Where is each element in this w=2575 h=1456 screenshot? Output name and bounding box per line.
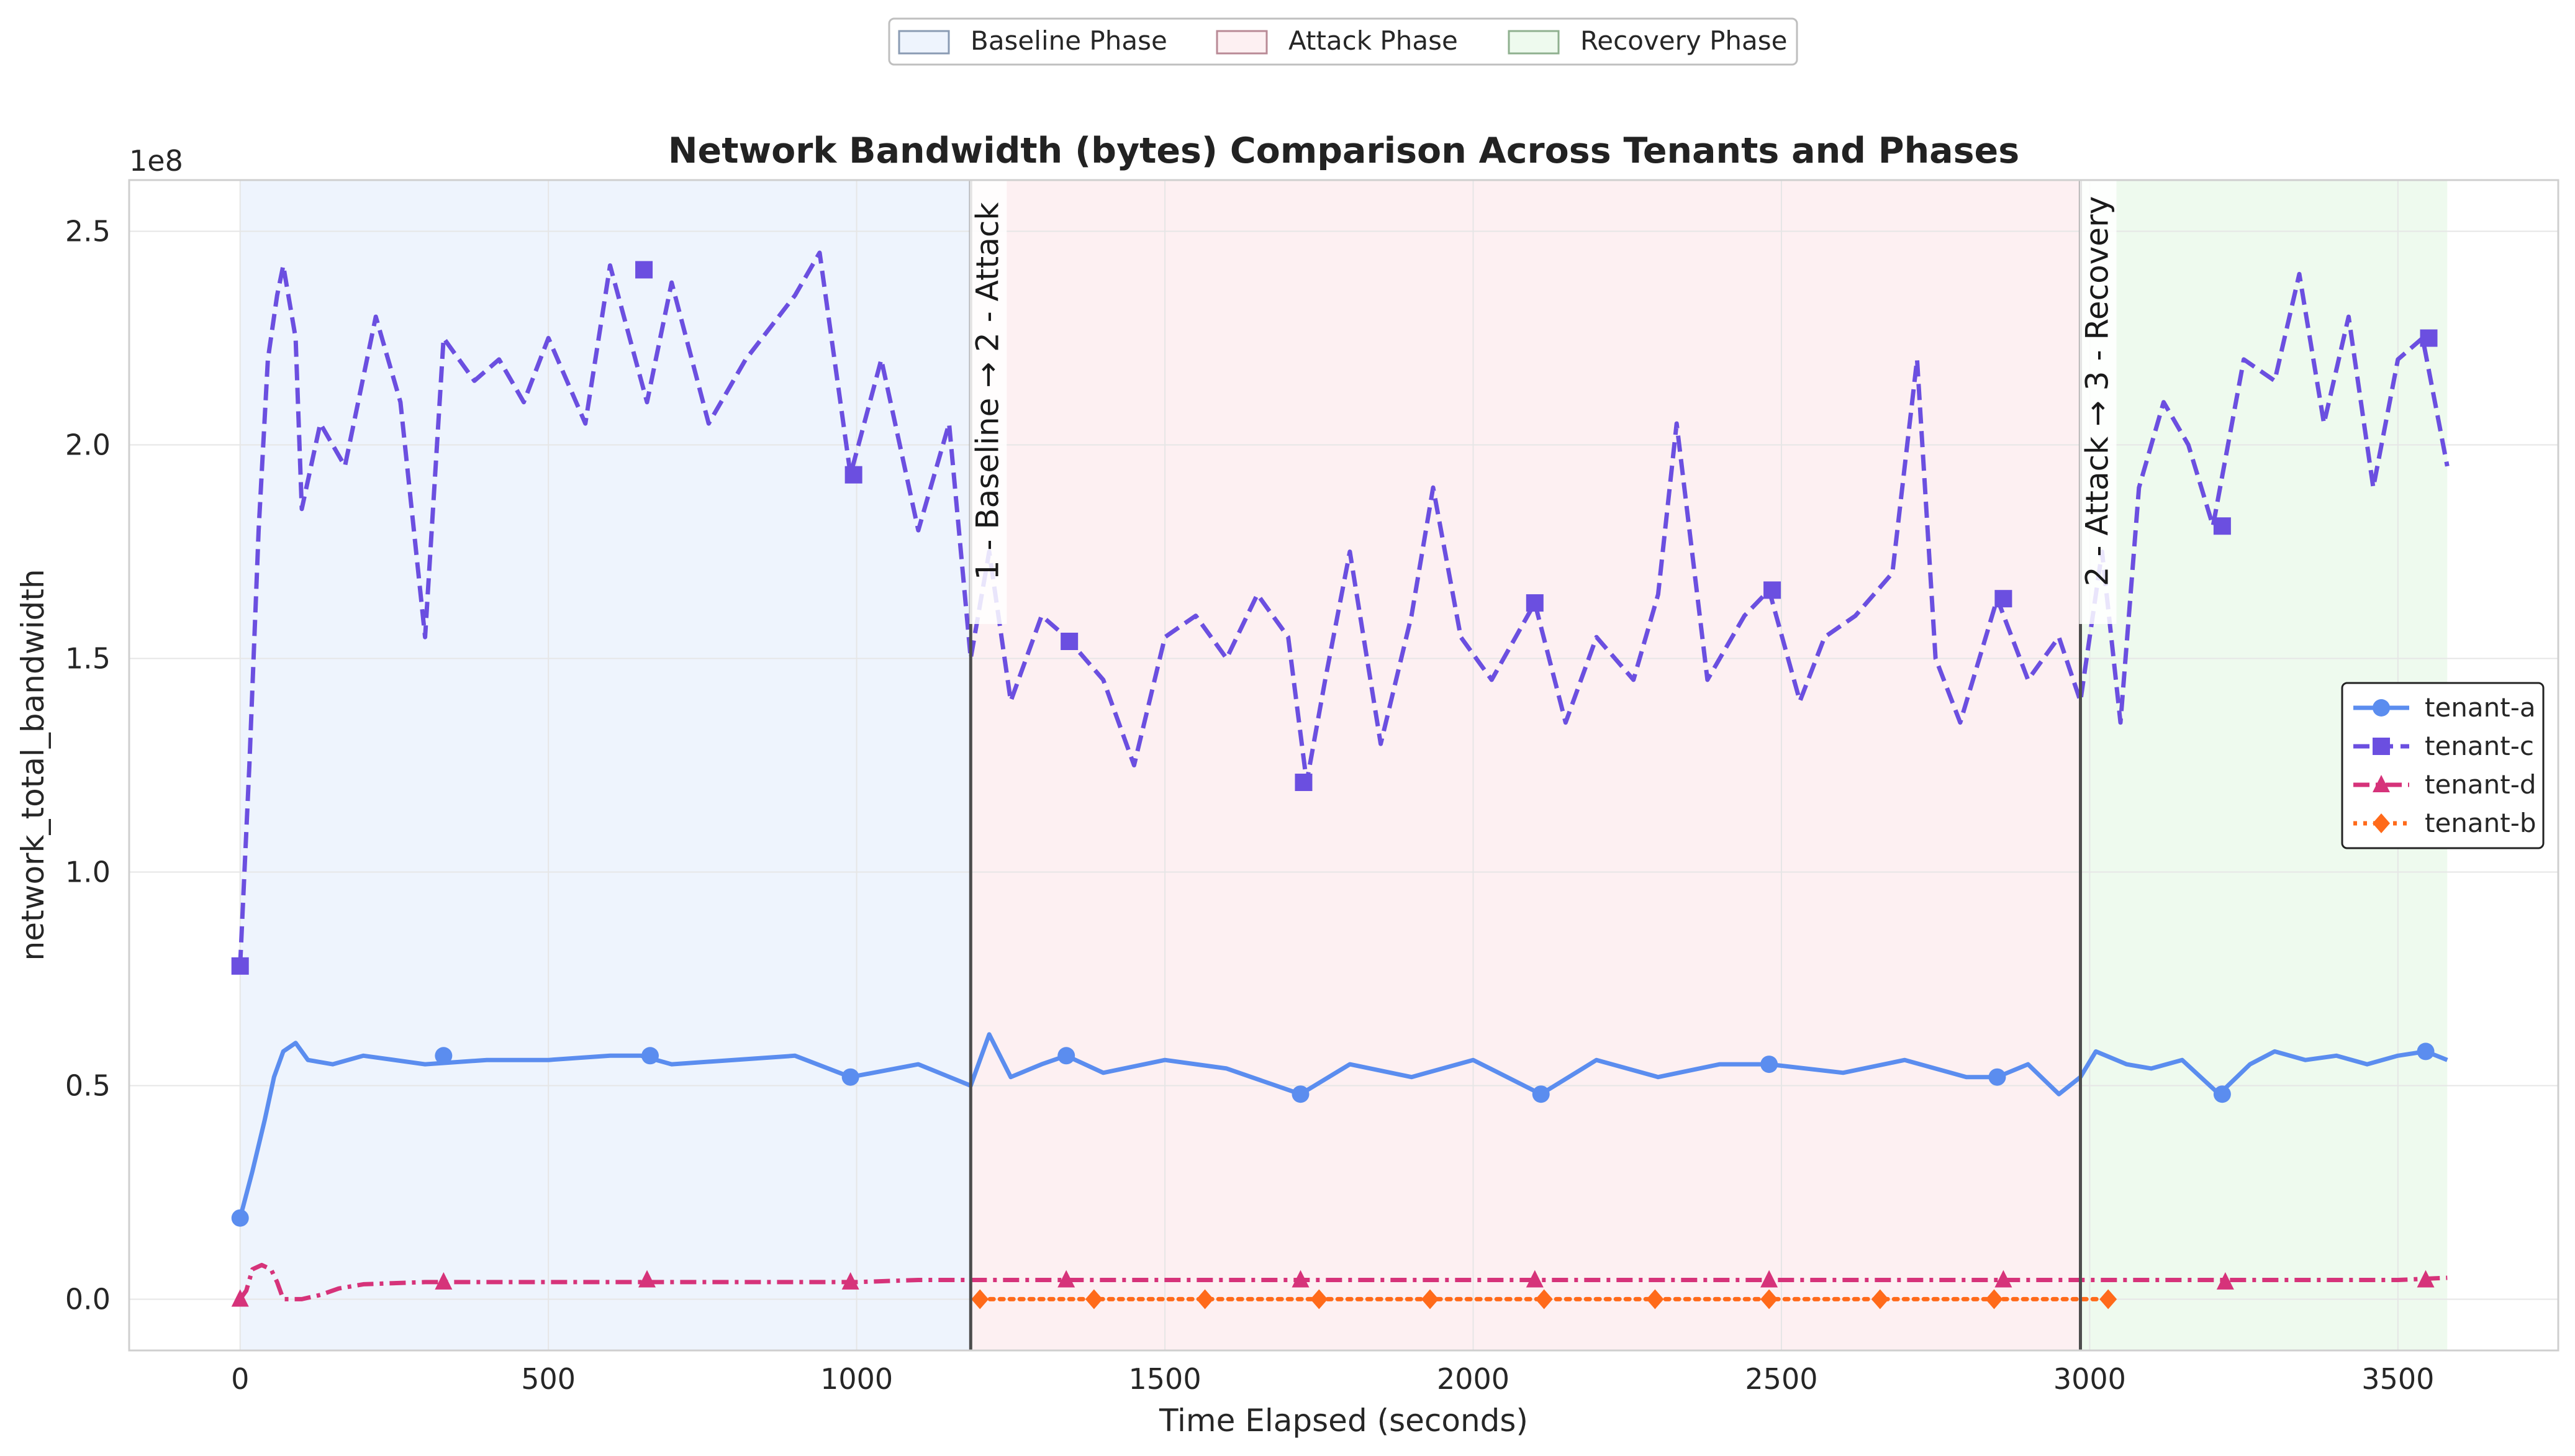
series-marker-tenant-d — [2216, 1272, 2234, 1290]
transition-label: 2 - Attack → 3 - Recovery — [2079, 196, 2116, 586]
series-marker-tenant-d — [1057, 1270, 1075, 1288]
series-marker-tenant-c — [231, 957, 249, 975]
transition-label-bg — [969, 158, 1007, 624]
series-marker-tenant-c — [2420, 329, 2438, 347]
series-marker-tenant-a — [2213, 1085, 2231, 1103]
y-tick-label: 1.0 — [65, 855, 111, 889]
series-marker-tenant-d — [1760, 1270, 1778, 1288]
phase-legend-frame — [888, 17, 1798, 66]
series-marker-tenant-c — [1994, 590, 2012, 608]
chart-title: Network Bandwidth (bytes) Comparison Acr… — [668, 130, 2019, 171]
series-legend-marker — [2373, 738, 2390, 755]
y-offset-label: 1e8 — [129, 144, 183, 178]
series-marker-tenant-a — [231, 1209, 249, 1227]
transition-label-bg — [2079, 158, 2117, 624]
series-legend: tenant-a tenant-c tenant-d tenant-b — [2341, 682, 2545, 849]
series-marker-tenant-b — [1760, 1289, 1778, 1309]
plot-frame — [128, 179, 2559, 1352]
x-tick-label: 3500 — [2361, 1362, 2434, 1396]
series-marker-tenant-a — [435, 1047, 453, 1065]
x-tick-label: 500 — [521, 1362, 576, 1396]
phase-legend-swatch — [898, 30, 950, 55]
series-marker-tenant-d — [231, 1289, 249, 1307]
series-marker-tenant-b — [1646, 1289, 1664, 1309]
series-marker-tenant-c — [635, 261, 653, 279]
phase-legend-label: Recovery Phase — [1580, 25, 1788, 56]
series-marker-tenant-a — [2417, 1042, 2435, 1060]
series-marker-tenant-a — [1532, 1085, 1550, 1103]
series-marker-tenant-d — [638, 1270, 656, 1288]
series-legend-frame — [2341, 682, 2545, 849]
series-marker-tenant-a — [1988, 1068, 2006, 1086]
y-axis-ticks: 0.0 0.5 1.0 1.5 2.0 2.5 — [65, 215, 111, 1316]
series-marker-tenant-d — [841, 1272, 859, 1290]
transition-label: 1 - Baseline → 2 - Attack — [969, 202, 1005, 581]
series-marker-tenant-d — [2417, 1270, 2435, 1288]
x-tick-label: 1500 — [1129, 1362, 1202, 1396]
series-marker-tenant-b — [2099, 1289, 2117, 1309]
series-marker-tenant-b — [1196, 1289, 1214, 1309]
phase-transitions: 1 - Baseline → 2 - Attack 2 - Attack → 3 … — [969, 158, 2117, 1350]
series-marker-tenant-b — [1871, 1289, 1889, 1309]
series-marker-tenant-c — [844, 466, 862, 484]
series-legend-marker — [2373, 699, 2390, 717]
phase-legend: Baseline Phase Attack Phase Recovery Phase — [888, 17, 1798, 66]
x-tick-label: 3000 — [2053, 1362, 2126, 1396]
series-marker-tenant-a — [1057, 1047, 1075, 1065]
x-axis-ticks: 0 500 1000 1500 2000 2500 3000 3500 — [231, 1362, 2434, 1396]
y-tick-label: 2.5 — [65, 215, 111, 248]
x-axis-label: Time Elapsed (seconds) — [1159, 1403, 1528, 1439]
series-marker-tenant-b — [1310, 1289, 1328, 1309]
series-marker-tenant-d — [1994, 1270, 2012, 1288]
y-tick-label: 2.0 — [65, 428, 111, 462]
series-legend-label: tenant-d — [2425, 769, 2537, 800]
series-marker-tenant-a — [1760, 1056, 1778, 1074]
grid-lines — [129, 180, 2558, 1350]
series-marker-tenant-b — [971, 1289, 989, 1309]
series-marker-tenant-c — [2213, 517, 2231, 535]
x-tick-label: 2000 — [1437, 1362, 1509, 1396]
y-tick-label: 0.5 — [65, 1069, 111, 1102]
y-tick-label: 0.0 — [65, 1282, 111, 1316]
series-line-tenant-d — [238, 1262, 2448, 1301]
y-axis-label: network_total_bandwidth — [15, 569, 51, 961]
series-marker-tenant-b — [1985, 1289, 2003, 1309]
series-legend-label: tenant-b — [2425, 808, 2537, 838]
series-marker-tenant-a — [641, 1047, 659, 1065]
phase-legend-label: Baseline Phase — [971, 25, 1167, 56]
series-marker-tenant-d — [1292, 1270, 1310, 1288]
series-legend-label: tenant-a — [2425, 692, 2536, 723]
series-marker-tenant-c — [1061, 632, 1079, 650]
phase-legend-label: Attack Phase — [1288, 25, 1458, 56]
series-legend-marker — [2373, 775, 2390, 792]
series-marker-tenant-c — [1763, 581, 1781, 599]
phase-legend-swatch — [1508, 30, 1560, 55]
series-line-tenant-a — [238, 1032, 2448, 1219]
series-marker-tenant-b — [1085, 1289, 1103, 1309]
series-marker-tenant-c — [1526, 594, 1544, 612]
series-legend-marker — [2373, 813, 2390, 833]
phase-band-2 — [971, 180, 2081, 1350]
x-tick-label: 0 — [231, 1362, 249, 1396]
phase-legend-swatch — [1216, 30, 1268, 55]
series-legend-label: tenant-c — [2425, 731, 2534, 761]
series-marker-tenant-a — [841, 1068, 859, 1086]
x-tick-label: 2500 — [1745, 1362, 1817, 1396]
x-tick-label: 1000 — [820, 1362, 893, 1396]
series-marker-tenant-b — [1421, 1289, 1439, 1309]
y-tick-label: 1.5 — [65, 642, 111, 676]
series-marker-tenant-d — [435, 1272, 453, 1290]
phase-band-1 — [240, 180, 971, 1350]
series-markers — [231, 261, 2438, 1309]
series-marker-tenant-d — [1526, 1270, 1544, 1288]
series-marker-tenant-a — [1292, 1085, 1310, 1103]
series-marker-tenant-b — [1535, 1289, 1553, 1309]
series-marker-tenant-c — [1295, 774, 1313, 792]
